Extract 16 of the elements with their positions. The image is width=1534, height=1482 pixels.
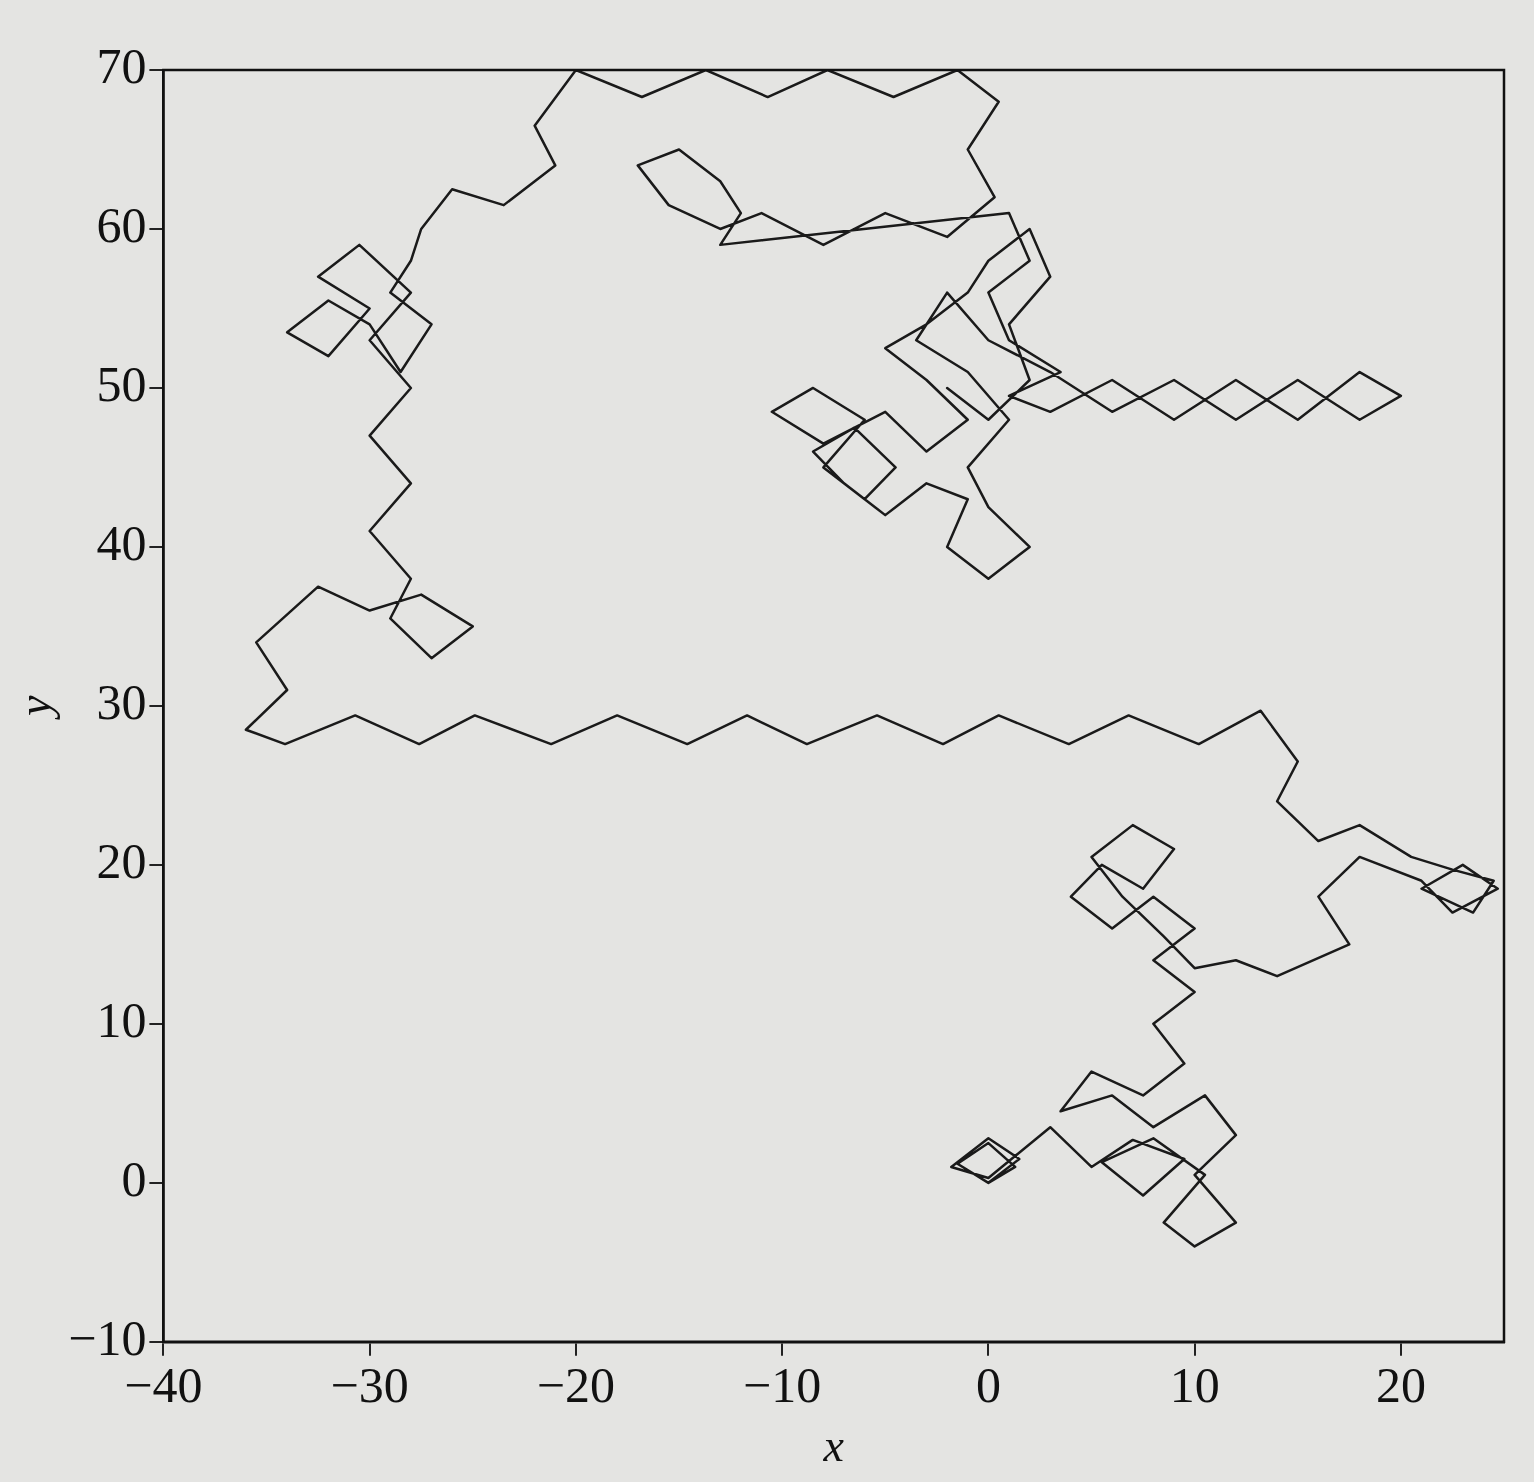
y-tick-label: 70	[96, 38, 147, 95]
x-tick-label: 10	[1169, 1356, 1220, 1413]
y-axis-title: y	[8, 695, 60, 721]
x-tick-label: −10	[743, 1356, 822, 1413]
x-tick-label: −30	[330, 1356, 409, 1413]
x-axis-title: x	[822, 1420, 845, 1472]
y-tick-label: 30	[96, 674, 147, 731]
y-tick-label: 20	[96, 833, 147, 889]
y-tick-label: 60	[96, 197, 147, 254]
y-tick-label: 0	[121, 1150, 147, 1207]
x-tick-label: 0	[975, 1356, 1001, 1413]
x-tick-label: −20	[536, 1356, 615, 1413]
x-tick-label: 20	[1375, 1356, 1426, 1413]
y-tick-label: 50	[96, 356, 147, 413]
y-tick-label: 10	[96, 991, 147, 1048]
y-tick-label: 40	[96, 515, 147, 572]
